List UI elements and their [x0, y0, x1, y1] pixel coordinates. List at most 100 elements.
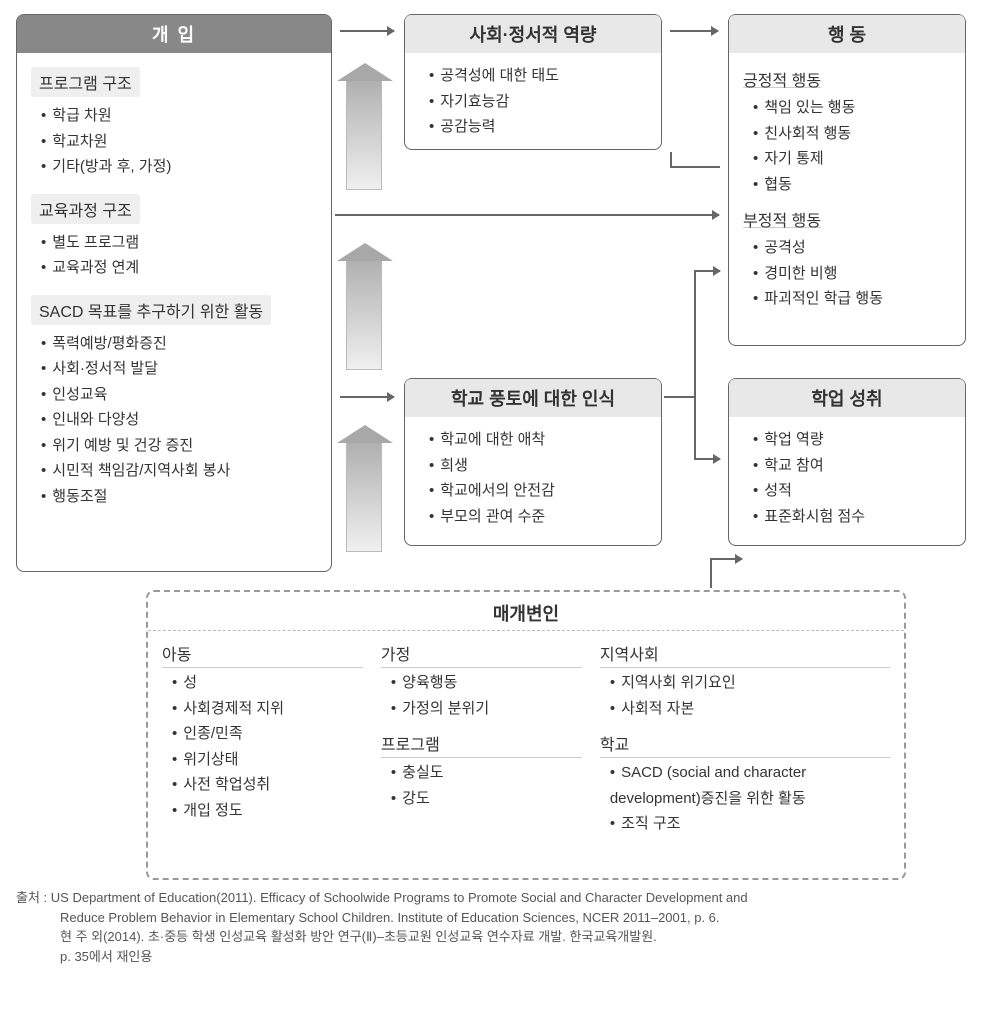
list-item: 인종/민족 — [172, 721, 363, 747]
box-mediators-body: 아동 성 사회경제적 지위 인종/민족 위기상태 사전 학업성취 개입 정도 가… — [148, 637, 904, 857]
list-item: 공격성 — [753, 235, 951, 261]
box-academic-header: 학업 성취 — [729, 379, 965, 417]
intervention-section-2: SACD 목표를 추구하기 위한 활동 폭력예방/평화증진 사회·정서적 발달 … — [31, 289, 317, 510]
list-item: 지역사회 위기요인 — [610, 670, 890, 696]
list-item: 자기 통제 — [753, 146, 951, 172]
section-items: 학급 차원 학교차원 기타(방과 후, 가정) — [31, 103, 317, 180]
diagram-container: 개 입 프로그램 구조 학급 차원 학교차원 기타(방과 후, 가정) 교육과정… — [10, 10, 975, 1000]
list-item: 인내와 다양성 — [41, 407, 317, 433]
med-section-title: 지역사회 — [600, 641, 890, 668]
list-item: 협동 — [753, 172, 951, 198]
list-item: 행동조절 — [41, 484, 317, 510]
section-items: 학업 역량 학교 참여 성적 표준화시험 점수 — [743, 427, 951, 529]
box-social-emotional: 사회·정서적 역량 공격성에 대한 태도 자기효능감 공감능력 — [404, 14, 662, 150]
citation-line: Reduce Problem Behavior in Elementary Sc… — [60, 910, 720, 925]
list-item: 교육과정 연계 — [41, 255, 317, 281]
list-item: 위기 예방 및 건강 증진 — [41, 433, 317, 459]
list-item: 공감능력 — [429, 114, 647, 140]
box-social-emotional-header: 사회·정서적 역량 — [405, 15, 661, 53]
intervention-section-0: 프로그램 구조 학급 차원 학교차원 기타(방과 후, 가정) — [31, 61, 317, 180]
box-intervention-body: 프로그램 구조 학급 차원 학교차원 기타(방과 후, 가정) 교육과정 구조 … — [17, 53, 331, 525]
list-item: 파괴적인 학급 행동 — [753, 286, 951, 312]
med-section-title: 가정 — [381, 641, 582, 668]
list-item: 인성교육 — [41, 382, 317, 408]
list-item: 가정의 분위기 — [391, 696, 582, 722]
gradient-arrow-2 — [346, 260, 382, 370]
elbow-mediator-v — [710, 558, 712, 588]
gradient-arrow-3 — [346, 442, 382, 552]
list-item: 폭력예방/평화증진 — [41, 331, 317, 357]
elbow-climate-down — [694, 398, 696, 460]
box-intervention-header: 개 입 — [17, 15, 331, 53]
section-title: 긍정적 행동 — [743, 65, 951, 93]
list-item: 충실도 — [391, 760, 582, 786]
list-item: 양육행동 — [391, 670, 582, 696]
list-item: 학교 참여 — [753, 453, 951, 479]
list-item: 자기효능감 — [429, 89, 647, 115]
list-item: 학급 차원 — [41, 103, 317, 129]
list-item: 강도 — [391, 786, 582, 812]
section-title: 교육과정 구조 — [31, 194, 140, 224]
box-behavior: 행 동 긍정적 행동 책임 있는 행동 친사회적 행동 자기 통제 협동 부정적… — [728, 14, 966, 346]
arrow-intervention-to-behavior — [335, 214, 719, 216]
list-item: 친사회적 행동 — [753, 121, 951, 147]
elbow-vline — [670, 152, 672, 168]
med-section-title: 학교 — [600, 731, 890, 758]
gradient-arrow-1 — [346, 80, 382, 190]
box-mediators-header: 매개변인 — [148, 592, 904, 631]
list-item: 학교에서의 안전감 — [429, 478, 647, 504]
section-items: 책임 있는 행동 친사회적 행동 자기 통제 협동 — [743, 95, 951, 197]
box-behavior-header: 행 동 — [729, 15, 965, 53]
section-items: 공격성에 대한 태도 자기효능감 공감능력 — [419, 63, 647, 140]
list-item: 표준화시험 점수 — [753, 504, 951, 530]
arrow-intervention-to-school-climate — [340, 396, 394, 398]
list-item: 사회적 자본 — [610, 696, 890, 722]
behavior-section-0: 긍정적 행동 책임 있는 행동 친사회적 행동 자기 통제 협동 — [743, 65, 951, 197]
list-item: 사회경제적 지위 — [172, 696, 363, 722]
list-item: 학교에 대한 애착 — [429, 427, 647, 453]
list-item: 학교차원 — [41, 129, 317, 155]
list-item: 사전 학업성취 — [172, 772, 363, 798]
intervention-section-1: 교육과정 구조 별도 프로그램 교육과정 연계 — [31, 188, 317, 281]
arrow-climate-to-behavior — [694, 270, 720, 272]
mediator-col-0: 아동 성 사회경제적 지위 인종/민족 위기상태 사전 학업성취 개입 정도 — [162, 641, 363, 847]
list-item: 공격성에 대한 태도 — [429, 63, 647, 89]
med-section-title: 프로그램 — [381, 731, 582, 758]
list-item: 희생 — [429, 453, 647, 479]
arrow-intervention-to-social — [340, 30, 394, 32]
section-items: 폭력예방/평화증진 사회·정서적 발달 인성교육 인내와 다양성 위기 예방 및… — [31, 331, 317, 510]
box-school-climate: 학교 풍토에 대한 인식 학교에 대한 애착 희생 학교에서의 안전감 부모의 … — [404, 378, 662, 546]
list-item: 개입 정도 — [172, 798, 363, 824]
citation-block: 출처 : US Department of Education(2011). E… — [16, 888, 936, 966]
section-items: 공격성 경미한 비행 파괴적인 학급 행동 — [743, 235, 951, 312]
list-item: 별도 프로그램 — [41, 230, 317, 256]
citation-line: US Department of Education(2011). Effica… — [51, 890, 748, 905]
mediator-col-1: 가정 양육행동 가정의 분위기 프로그램 충실도 강도 — [381, 641, 582, 847]
mediator-col-2: 지역사회 지역사회 위기요인 사회적 자본 학교 SACD (social an… — [600, 641, 890, 847]
list-item: SACD (social and character development)증… — [610, 760, 890, 811]
list-item: 학업 역량 — [753, 427, 951, 453]
list-item: 기타(방과 후, 가정) — [41, 154, 317, 180]
list-item: 책임 있는 행동 — [753, 95, 951, 121]
citation-label: 출처 : — [16, 890, 47, 905]
med-section-title: 아동 — [162, 641, 363, 668]
citation-line: p. 35에서 재인용 — [60, 949, 152, 964]
section-title: 부정적 행동 — [743, 205, 951, 233]
behavior-section-1: 부정적 행동 공격성 경미한 비행 파괴적인 학급 행동 — [743, 205, 951, 312]
list-item: 사회·정서적 발달 — [41, 356, 317, 382]
elbow-climate-up — [694, 270, 696, 398]
box-school-climate-header: 학교 풍토에 대한 인식 — [405, 379, 661, 417]
arrow-climate-to-academic — [694, 458, 720, 460]
elbow-climate-h1 — [664, 396, 696, 398]
section-items: 학교에 대한 애착 희생 학교에서의 안전감 부모의 관여 수준 — [419, 427, 647, 529]
list-item: 성 — [172, 670, 363, 696]
section-title: SACD 목표를 추구하기 위한 활동 — [31, 295, 271, 325]
arrow-social-to-behavior — [670, 30, 718, 32]
box-academic: 학업 성취 학업 역량 학교 참여 성적 표준화시험 점수 — [728, 378, 966, 546]
citation-line: 현 주 외(2014). 초·중등 학생 인성교육 활성화 방안 연구(Ⅱ)–초… — [60, 929, 657, 944]
box-intervention: 개 입 프로그램 구조 학급 차원 학교차원 기타(방과 후, 가정) 교육과정… — [16, 14, 332, 572]
section-title: 프로그램 구조 — [31, 67, 140, 97]
arrow-mediator-h — [710, 558, 742, 560]
list-item: 조직 구조 — [610, 811, 890, 837]
list-item: 성적 — [753, 478, 951, 504]
